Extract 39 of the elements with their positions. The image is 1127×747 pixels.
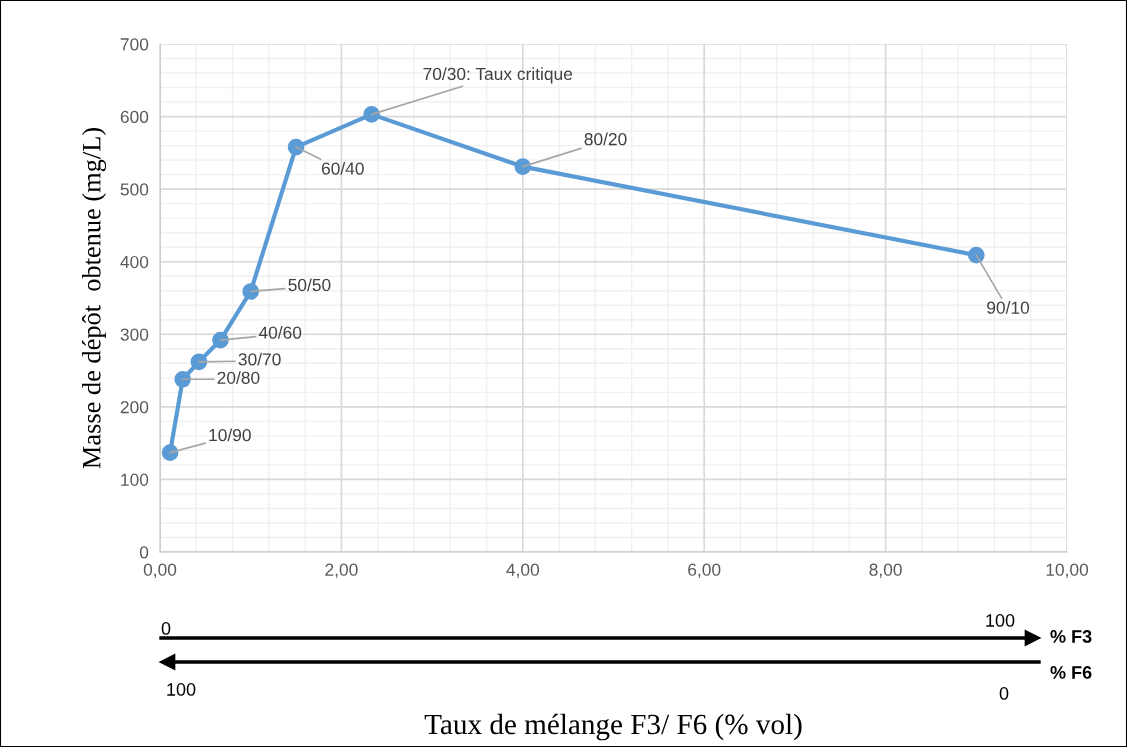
text: 0: [161, 622, 171, 635]
x-axis-title: Taux de mélange F3/ F6 (% vol): [424, 713, 802, 741]
point: [514, 158, 532, 175]
point: [212, 331, 229, 349]
text: 100: [986, 614, 1015, 627]
y-tick-label: 0: [139, 546, 149, 559]
point: [190, 353, 208, 371]
annotation: 80/20: [584, 132, 627, 146]
x-tick-label: 10,00: [1046, 563, 1089, 578]
y-axis-title: Masse de dépôt obtenue (mg/L): [81, 128, 107, 469]
text: % F3: [1050, 630, 1092, 643]
point: [174, 370, 192, 388]
y-tick-label: 500: [120, 183, 149, 196]
x-tick-label: 0,00: [143, 563, 177, 578]
point: [363, 106, 380, 123]
annotation: 10/90: [209, 428, 251, 442]
annotation: 70/30: Taux critique: [423, 67, 573, 84]
y-tick-label: 100: [121, 473, 149, 486]
y-tick-label: 300: [120, 328, 149, 341]
text: 100: [167, 683, 196, 696]
x-tick-label: 8,00: [869, 563, 902, 578]
y-tick-label: 600: [120, 110, 149, 124]
point: [287, 138, 305, 156]
point: [161, 444, 179, 461]
y-tick-label: 400: [120, 255, 149, 269]
annotation: 20/80: [217, 371, 260, 384]
annotation: 50/50: [288, 278, 331, 292]
annotation: 40/60: [258, 326, 302, 339]
x-tick-label: 2,00: [325, 563, 358, 578]
annotation: 90/10: [987, 301, 1030, 314]
annotation: 30/70: [238, 352, 281, 366]
y-tick-label: 200: [120, 401, 149, 414]
y-tick-label: 700: [120, 38, 149, 51]
x-tick-label: 6,00: [688, 563, 721, 578]
x-tick-label: 4,00: [506, 563, 540, 578]
annotation: 60/40: [321, 161, 364, 175]
text: 0: [999, 687, 1009, 700]
text: % F6: [1050, 666, 1092, 679]
point: [967, 246, 985, 264]
